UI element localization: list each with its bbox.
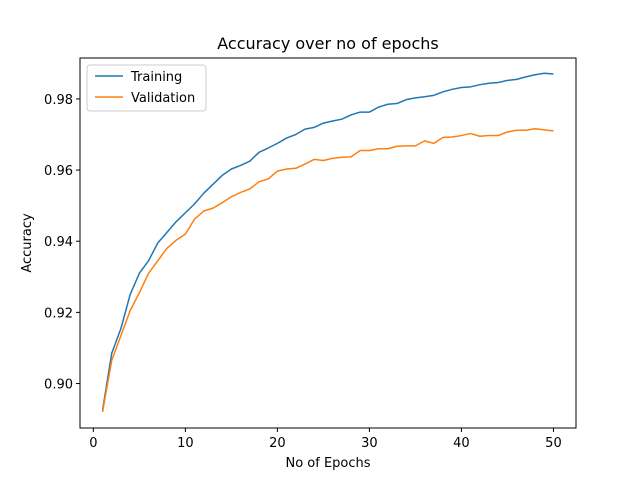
x-tick-label: 50 [545, 436, 562, 451]
x-axis-label: No of Epochs [285, 456, 370, 471]
y-tick-label: 0.98 [44, 93, 73, 108]
y-tick-label: 0.94 [44, 235, 73, 250]
plot-lines [101, 72, 554, 413]
legend: Training Validation [86, 64, 207, 112]
y-tick-label: 0.90 [44, 378, 73, 393]
y-axis-ticks: 0.90 0.92 0.94 0.96 0.98 [44, 93, 80, 393]
legend-label-training: Training [130, 70, 182, 85]
x-tick-label: 10 [177, 436, 194, 451]
chart-title: Accuracy over no of epochs [217, 34, 438, 53]
legend-label-validation: Validation [131, 91, 195, 106]
y-axis-label: Accuracy [20, 213, 35, 273]
x-tick-label: 40 [453, 436, 470, 451]
y-tick-label: 0.92 [44, 306, 73, 321]
x-tick-label: 20 [269, 436, 286, 451]
x-tick-label: 0 [89, 436, 97, 451]
y-tick-label: 0.96 [44, 164, 73, 179]
x-tick-label: 30 [361, 436, 378, 451]
series-line-validation [101, 128, 554, 413]
x-axis-ticks: 0 10 20 30 40 50 [89, 428, 562, 451]
series-line-training [101, 72, 554, 411]
plot-frame [79, 57, 577, 429]
